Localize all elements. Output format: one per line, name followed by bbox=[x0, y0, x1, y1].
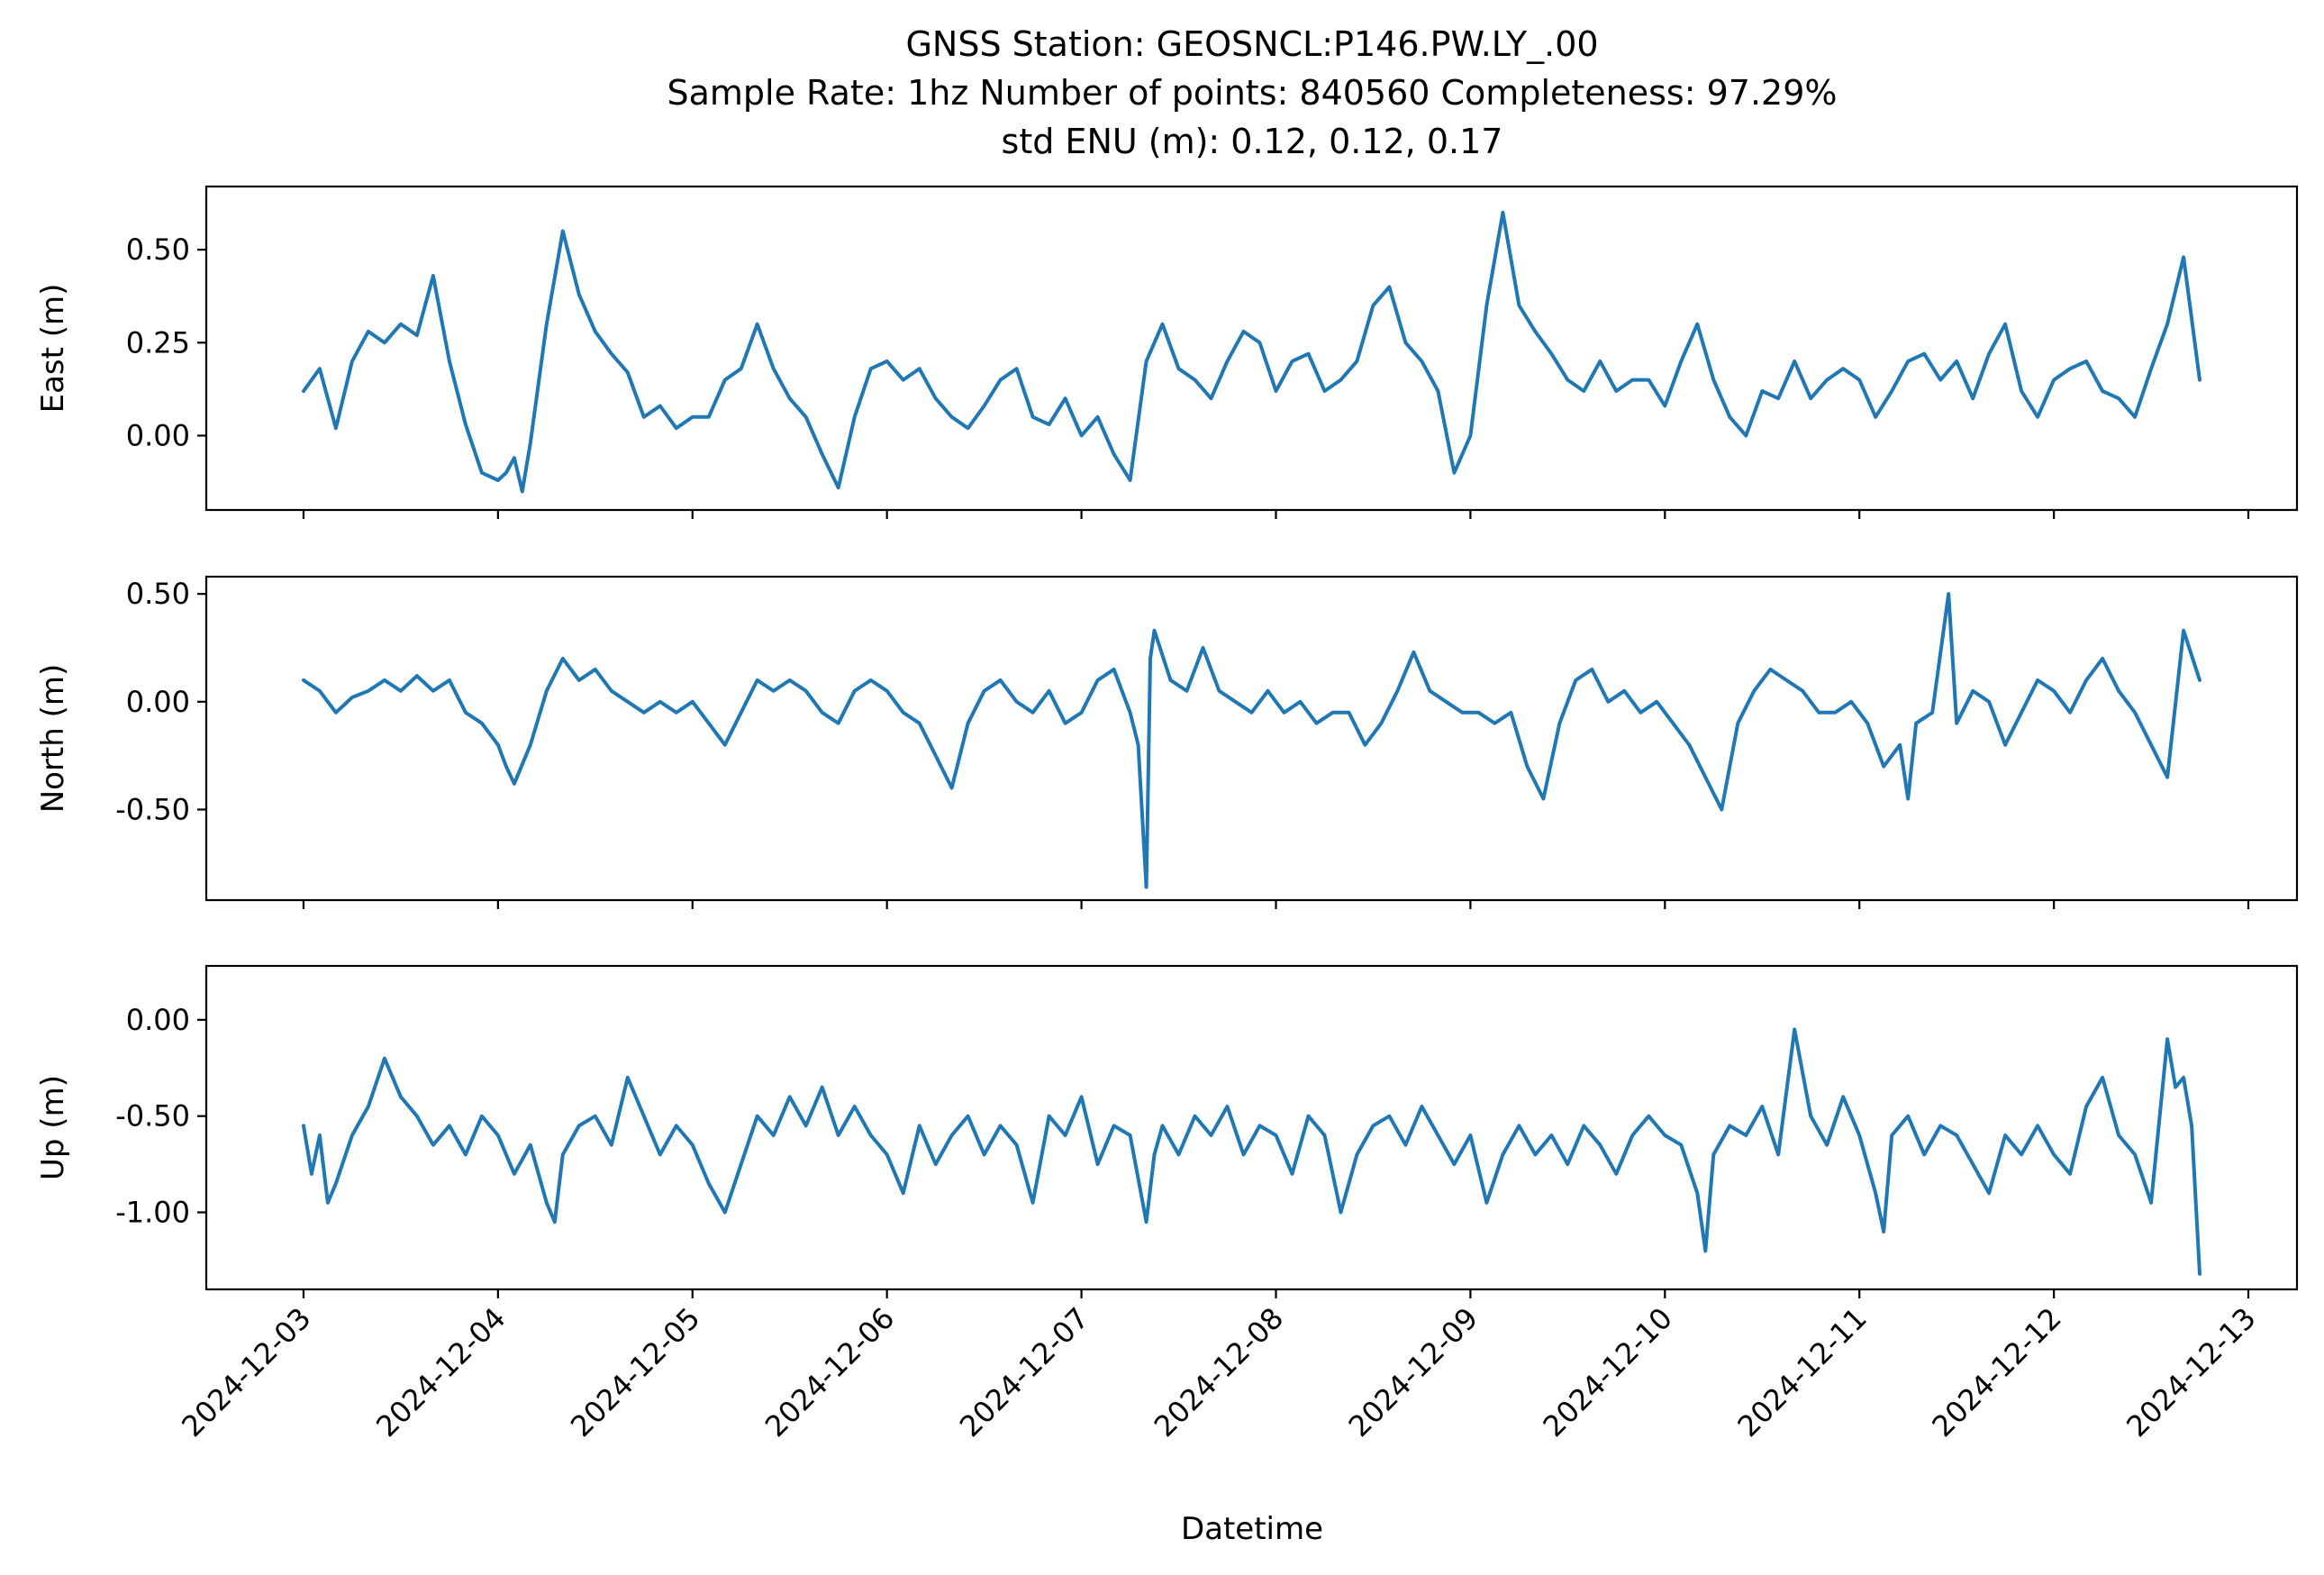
y-tick-label: -1.00 bbox=[115, 1196, 190, 1230]
y-tick-label: 0.00 bbox=[126, 418, 190, 452]
series-line-panel-2 bbox=[302, 592, 2201, 889]
y-tick-label: 0.00 bbox=[126, 1003, 190, 1037]
series-line-panel-1 bbox=[302, 210, 2201, 494]
y-axis-label-panel-3: Up (m) bbox=[35, 1075, 71, 1180]
panel-1: 0.00 0.25 0.50 East (m) bbox=[35, 185, 2299, 519]
series-line-panel-3 bbox=[302, 1027, 2201, 1276]
y-tick-label: 0.25 bbox=[126, 325, 190, 360]
plot-frame-panel-1 bbox=[204, 185, 2299, 512]
y-axis-label-panel-2: North (m) bbox=[35, 664, 71, 814]
plot-frame-panel-2 bbox=[204, 575, 2299, 902]
title-line-1: GNSS Station: GEOSNCL:P146.PW.LY_.00 bbox=[905, 24, 1598, 64]
title-line-3: std ENU (m): 0.12, 0.12, 0.17 bbox=[1002, 122, 1503, 161]
y-tick-label: 0.00 bbox=[126, 685, 190, 719]
plot-frame-panel-3 bbox=[204, 964, 2299, 1291]
y-tick-label: -0.50 bbox=[115, 792, 190, 826]
y-axis-label-panel-1: East (m) bbox=[35, 284, 71, 414]
y-tick-label: 0.50 bbox=[126, 232, 190, 267]
title-line-2: Sample Rate: 1hz Number of points: 84056… bbox=[667, 73, 1838, 113]
x-axis-label: Datetime bbox=[1181, 1511, 1323, 1547]
panel-2: -0.50 0.00 0.50 North (m) bbox=[35, 575, 2299, 909]
y-tick-label: 0.50 bbox=[126, 577, 190, 611]
chart-title: GNSS Station: GEOSNCL:P146.PW.LY_.00 Sam… bbox=[667, 24, 1838, 161]
y-tick-label: -0.50 bbox=[115, 1099, 190, 1133]
